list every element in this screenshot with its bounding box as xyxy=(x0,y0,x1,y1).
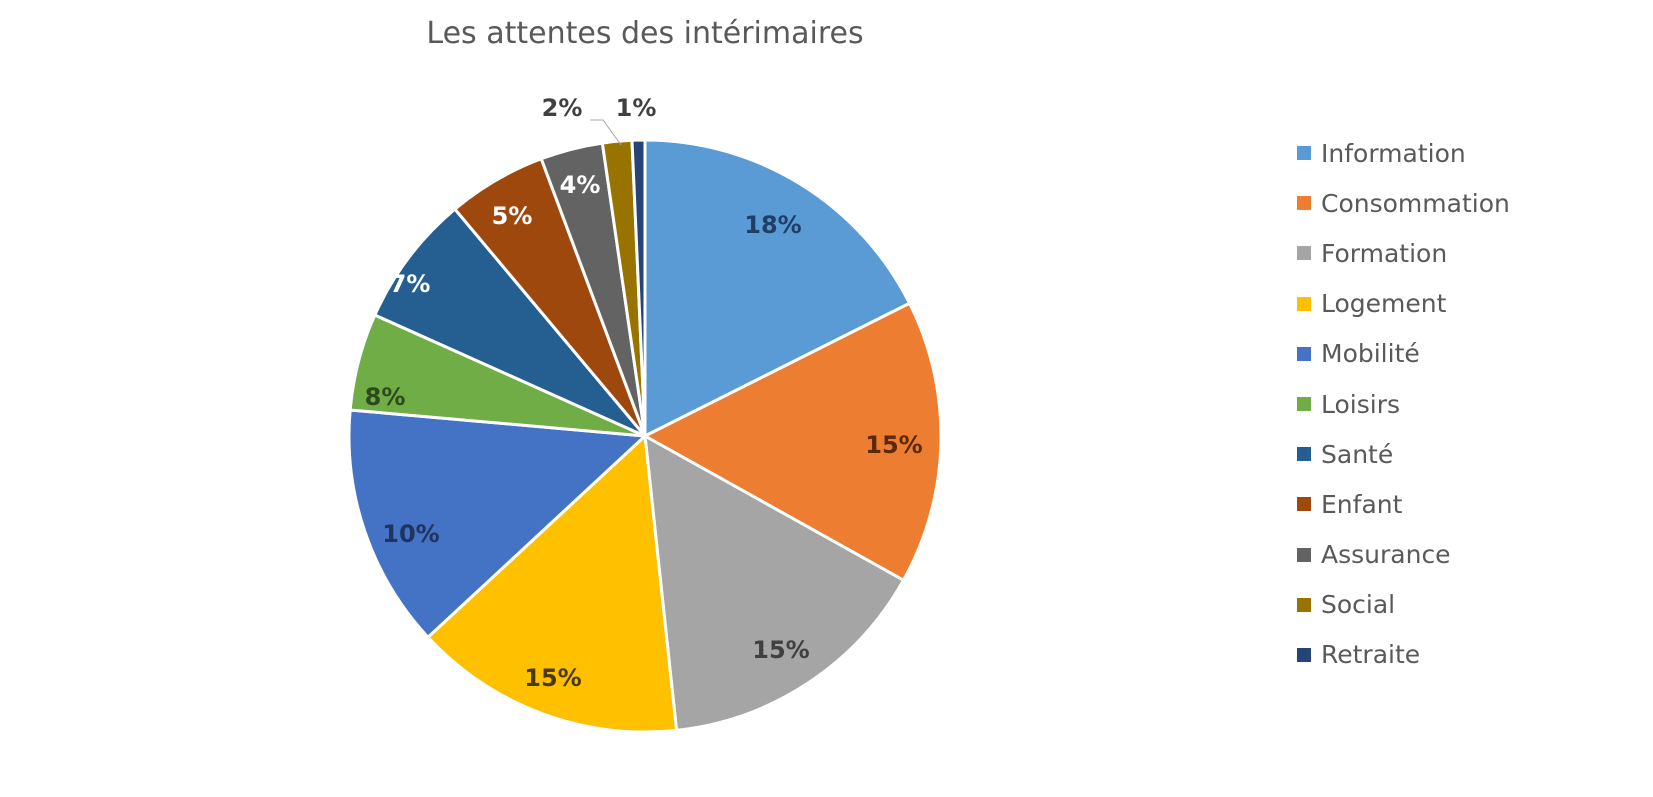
legend-item-social: Social xyxy=(1297,580,1510,630)
pie-slice-mobilité xyxy=(347,408,649,640)
legend-label: Retraite xyxy=(1321,640,1421,670)
legend-item-santé: Santé xyxy=(1297,429,1510,479)
legend-item-retraite: Retraite xyxy=(1297,630,1510,680)
data-label-mobilité: 10% xyxy=(382,520,439,548)
legend-item-formation: Formation xyxy=(1297,228,1510,278)
data-label-retraite: 1% xyxy=(616,94,657,122)
legend-swatch-icon xyxy=(1297,346,1311,361)
data-label-consommation: 15% xyxy=(865,431,922,459)
pie-slice-consommation xyxy=(641,301,943,583)
legend-swatch-icon xyxy=(1297,397,1311,412)
legend-item-information: Information xyxy=(1297,128,1510,178)
legend-label: Formation xyxy=(1321,238,1448,268)
data-label-social: 2% xyxy=(542,94,583,122)
pie-slice-formation xyxy=(643,433,906,732)
data-label-enfant: 5% xyxy=(492,202,533,230)
pie-slice-santé xyxy=(372,207,647,438)
legend-swatch-icon xyxy=(1297,447,1311,462)
data-label-assurance: 4% xyxy=(560,171,601,199)
legend-label: Loisirs xyxy=(1321,389,1401,419)
legend-item-mobilité: Mobilité xyxy=(1297,329,1510,379)
pie-slice-logement xyxy=(425,432,679,734)
legend-swatch-icon xyxy=(1297,497,1311,512)
legend-label: Information xyxy=(1321,138,1466,168)
data-label-logement: 15% xyxy=(524,664,581,692)
legend-swatch-icon xyxy=(1297,196,1311,211)
legend-swatch-icon xyxy=(1297,547,1311,562)
leader-line-social xyxy=(590,119,622,146)
legend-label: Mobilité xyxy=(1321,339,1420,369)
legend-swatch-icon xyxy=(1297,246,1311,261)
legend-swatch-icon xyxy=(1297,647,1311,662)
legend-label: Consommation xyxy=(1321,188,1510,218)
legend-label: Assurance xyxy=(1321,540,1451,570)
pie-slices xyxy=(347,138,943,734)
legend: Information Consommation Formation Logement… xyxy=(1297,128,1510,680)
data-label-information: 18% xyxy=(744,211,801,239)
legend-item-enfant: Enfant xyxy=(1297,479,1510,529)
data-label-loisirs: 8% xyxy=(365,383,406,411)
pie-slice-retraite xyxy=(630,138,647,437)
pie-slice-information xyxy=(643,138,912,439)
pie-chart: 18% 15% 15% 15% 10% 8% 7% 5% 4% 2% 1% xyxy=(347,94,943,734)
legend-label: Santé xyxy=(1321,439,1394,469)
legend-item-logement: Logement xyxy=(1297,279,1510,329)
legend-swatch-icon xyxy=(1297,146,1311,161)
legend-item-assurance: Assurance xyxy=(1297,530,1510,580)
data-label-formation: 15% xyxy=(752,636,809,664)
data-label-santé: 7% xyxy=(390,270,431,298)
legend-label: Enfant xyxy=(1321,489,1403,519)
legend-label: Logement xyxy=(1321,289,1447,319)
chart-title: Les attentes des intérimaires xyxy=(426,16,864,51)
legend-item-loisirs: Loisirs xyxy=(1297,379,1510,429)
pie-labels: 18% 15% 15% 15% 10% 8% 7% 5% 4% 2% 1% xyxy=(365,94,923,692)
legend-label: Social xyxy=(1321,590,1396,620)
legend-item-consommation: Consommation xyxy=(1297,178,1510,228)
legend-swatch-icon xyxy=(1297,296,1311,311)
legend-swatch-icon xyxy=(1297,597,1311,612)
